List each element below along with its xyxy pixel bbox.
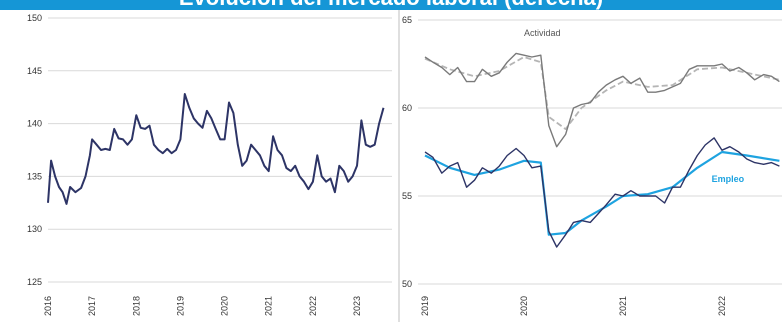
left-x-tick-label: 2016 [43, 296, 53, 316]
left-y-tick-label: 130 [27, 224, 42, 234]
left-y-tick-label: 145 [27, 66, 42, 76]
right-series-line-actividad-raw [424, 52, 780, 148]
series-label-actividad: Actividad [524, 28, 561, 38]
left-y-tick-label: 150 [27, 13, 42, 23]
right-series-line-empleo-raw [424, 137, 780, 248]
left-x-tick-label: 2021 [264, 296, 274, 316]
right-y-tick-label: 55 [402, 191, 412, 201]
right-x-tick-label: 2019 [420, 296, 430, 316]
right-series-line-empleo-trend [424, 150, 780, 236]
right-y-tick-label: 60 [402, 103, 412, 113]
left-x-tick-label: 2018 [131, 296, 141, 316]
left-x-tick-label: 2019 [175, 296, 185, 316]
left-x-tick-label: 2020 [220, 296, 230, 316]
right-y-tick-label: 65 [402, 15, 412, 25]
right-x-tick-label: 2022 [717, 296, 727, 316]
left-x-tick-label: 2023 [352, 296, 362, 316]
left-y-tick-label: 135 [27, 171, 42, 181]
left-x-tick-label: 2017 [87, 296, 97, 316]
right-x-tick-label: 2021 [618, 296, 628, 316]
left-y-tick-label: 140 [27, 119, 42, 129]
left-x-tick-label: 2022 [308, 296, 318, 316]
left-y-tick-label: 125 [27, 277, 42, 287]
title-bar: Evolución del mercado laboral (derecha) [0, 0, 782, 10]
chart-title: Evolución del mercado laboral (derecha) [0, 0, 782, 10]
right-x-tick-label: 2020 [519, 296, 529, 316]
series-label-empleo: Empleo [712, 174, 745, 184]
right-series-line-actividad-trend [424, 56, 780, 130]
left-series-line [47, 93, 385, 205]
right-y-tick-label: 50 [402, 279, 412, 289]
